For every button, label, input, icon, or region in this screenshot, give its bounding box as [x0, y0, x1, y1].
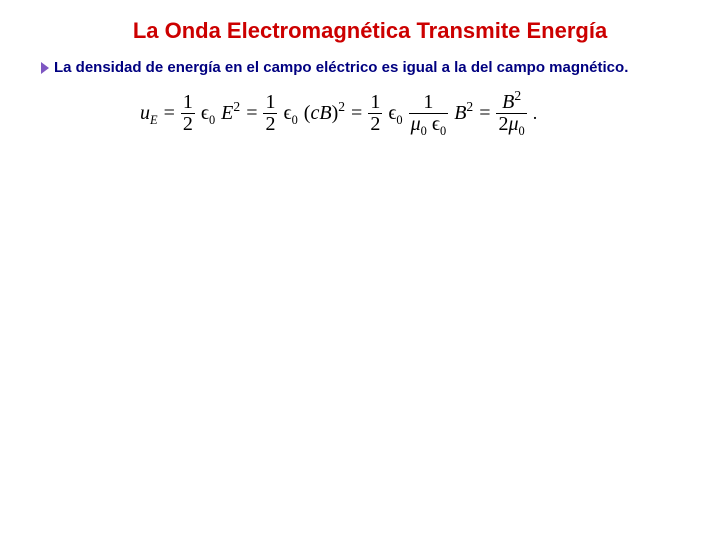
- bullet-text: La densidad de energía en el campo eléct…: [54, 58, 680, 78]
- slide-title: La Onda Electromagnética Transmite Energ…: [40, 18, 680, 44]
- slide-container: La Onda Electromagnética Transmite Energ…: [0, 0, 720, 540]
- bullet-item: La densidad de energía en el campo eléct…: [40, 58, 680, 82]
- chevron-right-icon: [40, 60, 52, 82]
- energy-density-equation: uE = 12 0 E2 = 12 0 (cB)2 = 12 0 1 0 0 B…: [140, 92, 680, 135]
